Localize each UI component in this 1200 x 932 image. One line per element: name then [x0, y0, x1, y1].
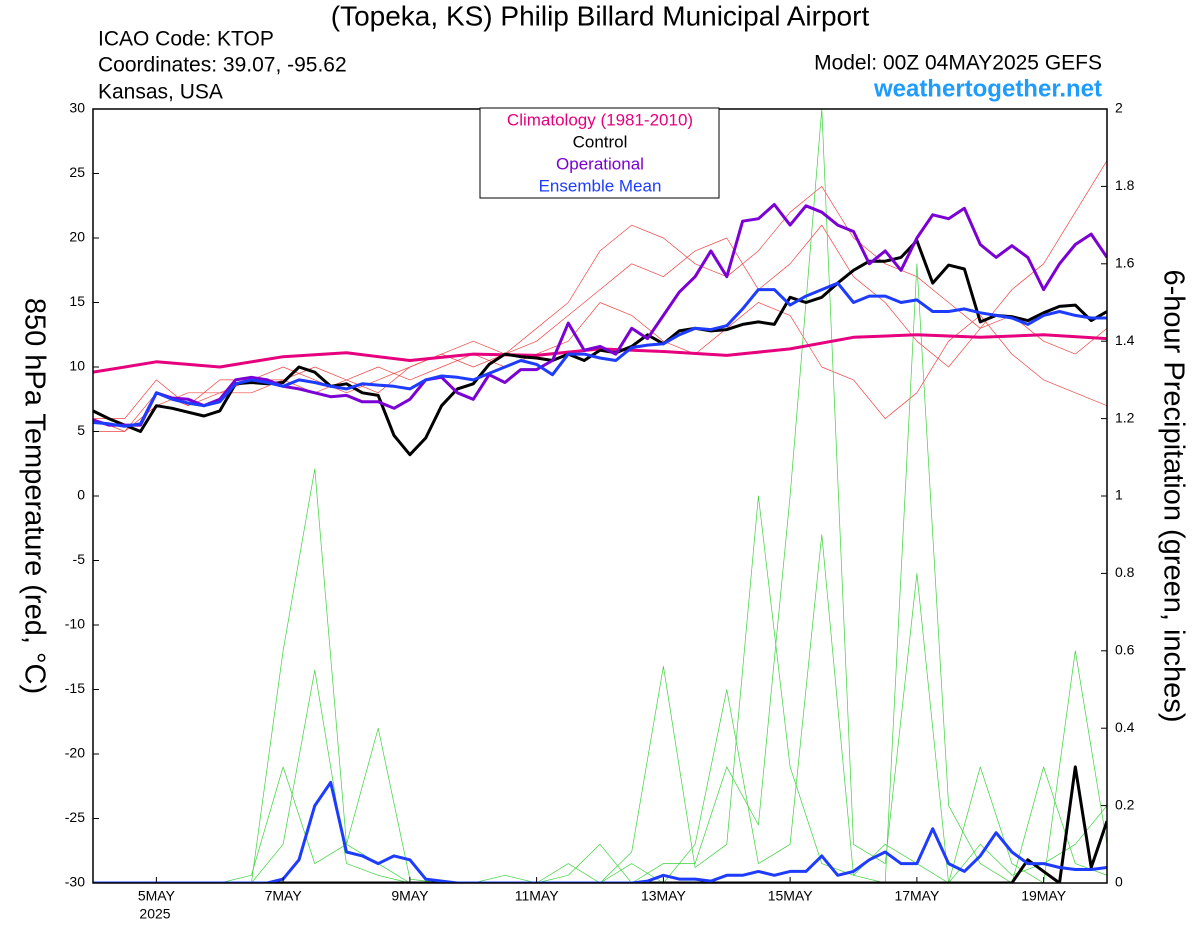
legend-entry: Climatology (1981-2010): [507, 110, 693, 129]
y2-tick-label: 1: [1115, 487, 1123, 503]
plot-frame: [92, 108, 1108, 884]
y-tick-label: -25: [65, 809, 85, 825]
y-tick-label: -10: [65, 616, 85, 632]
legend-entry: Control: [573, 132, 628, 151]
x-year-label: 2025: [139, 906, 170, 922]
member-line: [93, 160, 1107, 432]
y-tick-label: -20: [65, 745, 85, 761]
y2-tick-label: 0.8: [1115, 564, 1135, 580]
y-tick-label: -30: [65, 874, 85, 890]
y2-axis-label: 6-hour Precipitation (green, inches): [1157, 270, 1189, 723]
chart-title: (Topeka, KS) Philip Billard Municipal Ai…: [331, 0, 870, 31]
y2-tick-label: 0: [1115, 874, 1123, 890]
site-label: weathertogether.net: [873, 75, 1102, 102]
x-tick-label: 9MAY: [391, 888, 429, 904]
y2-tick-label: 1.6: [1115, 255, 1135, 271]
x-tick-label: 13MAY: [641, 888, 687, 904]
y2-tick-label: 0.2: [1115, 796, 1135, 812]
x-tick-label: 19MAY: [1021, 888, 1067, 904]
y2-tick-label: 2: [1115, 100, 1123, 116]
y2-tick-label: 0.4: [1115, 719, 1135, 735]
y-tick-label: 5: [77, 422, 85, 438]
y-tick-label: 30: [69, 100, 85, 116]
y-tick-label: -15: [65, 680, 85, 696]
y2-tick-label: 1.4: [1115, 332, 1135, 348]
header-line: Kansas, USA: [98, 81, 223, 104]
header-line: ICAO Code: KTOP: [98, 28, 274, 51]
x-tick-label: 11MAY: [515, 888, 559, 904]
y-tick-label: 10: [69, 358, 85, 374]
member-line: [93, 186, 1107, 419]
y-tick-label: 25: [69, 164, 85, 180]
legend-box: [479, 107, 720, 199]
series-line: [93, 239, 1107, 457]
y2-tick-label: 1.8: [1115, 177, 1135, 193]
y2-tick-label: 0.6: [1115, 642, 1135, 658]
y-axis-label: 850 hPa Temperature (red, °C): [18, 298, 50, 694]
x-tick-label: 15MAY: [768, 888, 814, 904]
y-tick-label: 20: [69, 229, 85, 245]
plot-area: [93, 109, 1107, 883]
member-line: [93, 109, 1107, 883]
x-tick-label: 17MAY: [894, 888, 940, 904]
member-line: [93, 534, 1107, 883]
header-line: Coordinates: 39.07, -95.62: [98, 54, 347, 77]
x-tick-label: 7MAY: [265, 888, 303, 904]
series-line: [93, 281, 1107, 428]
member-line: [93, 263, 1107, 883]
legend-entry: Operational: [556, 154, 644, 173]
series-line: [93, 333, 1107, 374]
legend-entry: Ensemble Mean: [539, 176, 662, 195]
y-tick-label: -5: [73, 551, 86, 567]
member-line: [93, 780, 1107, 883]
model-label: Model: 00Z 04MAY2025 GEFS: [814, 52, 1102, 75]
y2-tick-label: 1.2: [1115, 409, 1135, 425]
x-tick-label: 5MAY: [138, 888, 176, 904]
y-tick-label: 15: [69, 293, 85, 309]
legend: Climatology (1981-2010) Control Operationa…: [479, 107, 720, 199]
series-line: [93, 203, 1107, 427]
member-line: [93, 302, 1107, 432]
y-tick-label: 0: [77, 487, 85, 503]
